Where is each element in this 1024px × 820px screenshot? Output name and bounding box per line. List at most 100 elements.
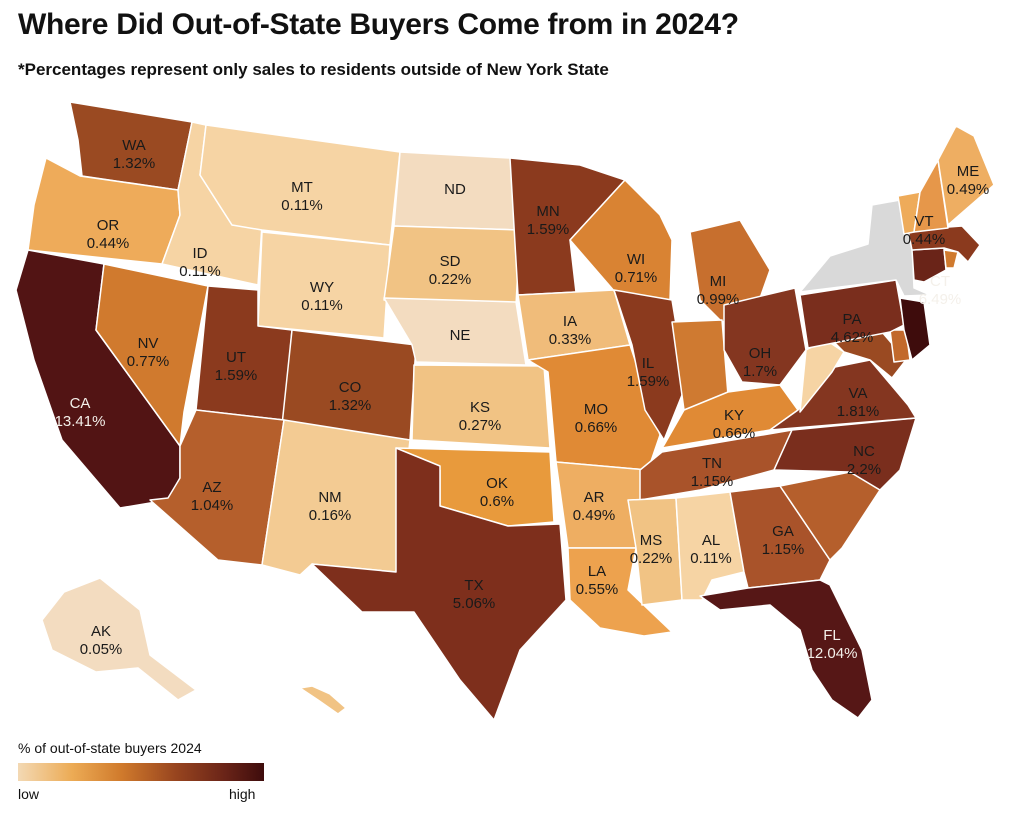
state-value-text: 1.59%: [527, 221, 570, 238]
state-code-text: CA: [70, 395, 91, 412]
state-label-nd: ND: [444, 181, 466, 198]
state-label-me: ME 0.49%: [947, 163, 990, 198]
legend-title: % of out-of-state buyers 2024: [18, 740, 202, 756]
state-label-ca: CA 13.41%: [55, 395, 106, 430]
state-value-text: 0.05%: [80, 641, 123, 658]
state-value-text: 6.49%: [919, 291, 962, 308]
state-label-nc: NC 2.2%: [847, 443, 881, 478]
state-ky: [661, 384, 799, 449]
state-value-text: 2.2%: [847, 461, 881, 478]
state-code-text: FL: [823, 627, 841, 644]
state-value-text: 0.49%: [573, 507, 616, 524]
state-code-text: NV: [138, 335, 159, 352]
state-value-text: 0.55%: [576, 581, 619, 598]
state-code-text: AZ: [202, 479, 221, 496]
state-label-vt: VT 0.44%: [903, 213, 946, 248]
state-label-sd: SD 0.22%: [429, 253, 472, 288]
state-label-al: AL 0.11%: [690, 532, 731, 567]
legend-low-label: low: [18, 786, 40, 802]
state-label-wa: WA 1.32%: [113, 137, 156, 172]
state-ks: [411, 364, 551, 449]
state-label-az: AZ 1.04%: [191, 479, 234, 514]
state-label-wi: WI 0.71%: [615, 251, 658, 286]
state-code-text: VA: [849, 385, 868, 402]
state-sc: [779, 471, 881, 561]
state-code-text: SD: [440, 253, 461, 270]
state-value-text: 0.77%: [127, 353, 170, 370]
state-label-nm: NM 0.16%: [309, 489, 352, 524]
map-title: Where Did Out-of-State Buyers Come from …: [18, 8, 739, 41]
state-code-text: IL: [642, 355, 655, 372]
state-nj: [899, 297, 931, 361]
state-code-text: NE: [450, 327, 471, 344]
state-value-text: 0.11%: [281, 197, 322, 214]
state-label-va: VA 1.81%: [837, 385, 880, 420]
state-code-text: IA: [563, 313, 577, 330]
state-value-text: 0.49%: [947, 181, 990, 198]
state-me: [937, 125, 995, 226]
state-code-text: NM: [318, 489, 341, 506]
state-label-ky: KY 0.66%: [713, 407, 756, 442]
state-value-text: 5.06%: [453, 595, 496, 612]
state-code-text: PA: [843, 311, 862, 328]
state-label-ak: AK 0.05%: [80, 623, 123, 658]
state-value-text: 0.99%: [697, 291, 740, 308]
state-code-text: OR: [97, 217, 120, 234]
state-value-text: 1.15%: [762, 541, 805, 558]
state-code-text: AR: [584, 489, 605, 506]
state-label-pa: PA 4.62%: [831, 311, 874, 346]
state-code-text: MT: [291, 179, 313, 196]
state-value-text: 0.11%: [690, 550, 731, 567]
state-label-ms: MS 0.22%: [630, 532, 673, 567]
state-value-text: 0.66%: [713, 425, 756, 442]
state-label-or: OR 0.44%: [87, 217, 130, 252]
state-code-text: MN: [536, 203, 559, 220]
state-code-text: NC: [853, 443, 875, 460]
state-code-text: TX: [464, 577, 483, 594]
state-value-text: 0.11%: [179, 263, 220, 280]
state-value-text: 0.11%: [301, 297, 342, 314]
state-label-nv: NV 0.77%: [127, 335, 170, 370]
state-label-oh: OH 1.7%: [743, 345, 777, 380]
state-label-ga: GA 1.15%: [762, 523, 805, 558]
state-code-text: MO: [584, 401, 608, 418]
state-label-ne: NE: [450, 327, 471, 344]
state-wv: [799, 339, 845, 413]
state-code-text: ID: [193, 245, 208, 262]
state-hi: [299, 685, 347, 715]
state-label-ct: CT 6.49%: [919, 273, 962, 308]
state-code-text: KY: [724, 407, 744, 424]
state-value-text: 0.6%: [480, 493, 514, 510]
state-label-ok: OK 0.6%: [480, 475, 514, 510]
state-code-text: AK: [91, 623, 111, 640]
state-ne: [383, 297, 527, 366]
state-code-text: OH: [749, 345, 772, 362]
state-de: [889, 329, 911, 363]
state-value-text: 1.59%: [627, 373, 670, 390]
state-label-il: IL 1.59%: [627, 355, 670, 390]
state-value-text: 1.7%: [743, 363, 777, 380]
state-value-text: 1.15%: [691, 473, 734, 490]
state-tx: [311, 447, 567, 721]
state-value-text: 0.33%: [549, 331, 592, 348]
state-code-text: UT: [226, 349, 246, 366]
state-code-text: WI: [627, 251, 645, 268]
state-value-text: 4.62%: [831, 329, 874, 346]
state-value-text: 13.41%: [55, 413, 106, 430]
state-code-text: OK: [486, 475, 508, 492]
state-code-text: LA: [588, 563, 606, 580]
state-value-text: 1.04%: [191, 497, 234, 514]
state-label-co: CO 1.32%: [329, 379, 372, 414]
state-value-text: 0.22%: [630, 550, 673, 567]
state-code-text: KS: [470, 399, 490, 416]
state-label-tx: TX 5.06%: [453, 577, 496, 612]
state-label-mo: MO 0.66%: [575, 401, 618, 436]
state-value-text: 0.44%: [903, 231, 946, 248]
state-ma: [907, 225, 981, 263]
state-code-text: ME: [957, 163, 980, 180]
state-ri: [943, 249, 959, 269]
state-value-text: 0.16%: [309, 507, 352, 524]
state-label-fl: FL 12.04%: [807, 627, 858, 662]
state-value-text: 0.27%: [459, 417, 502, 434]
